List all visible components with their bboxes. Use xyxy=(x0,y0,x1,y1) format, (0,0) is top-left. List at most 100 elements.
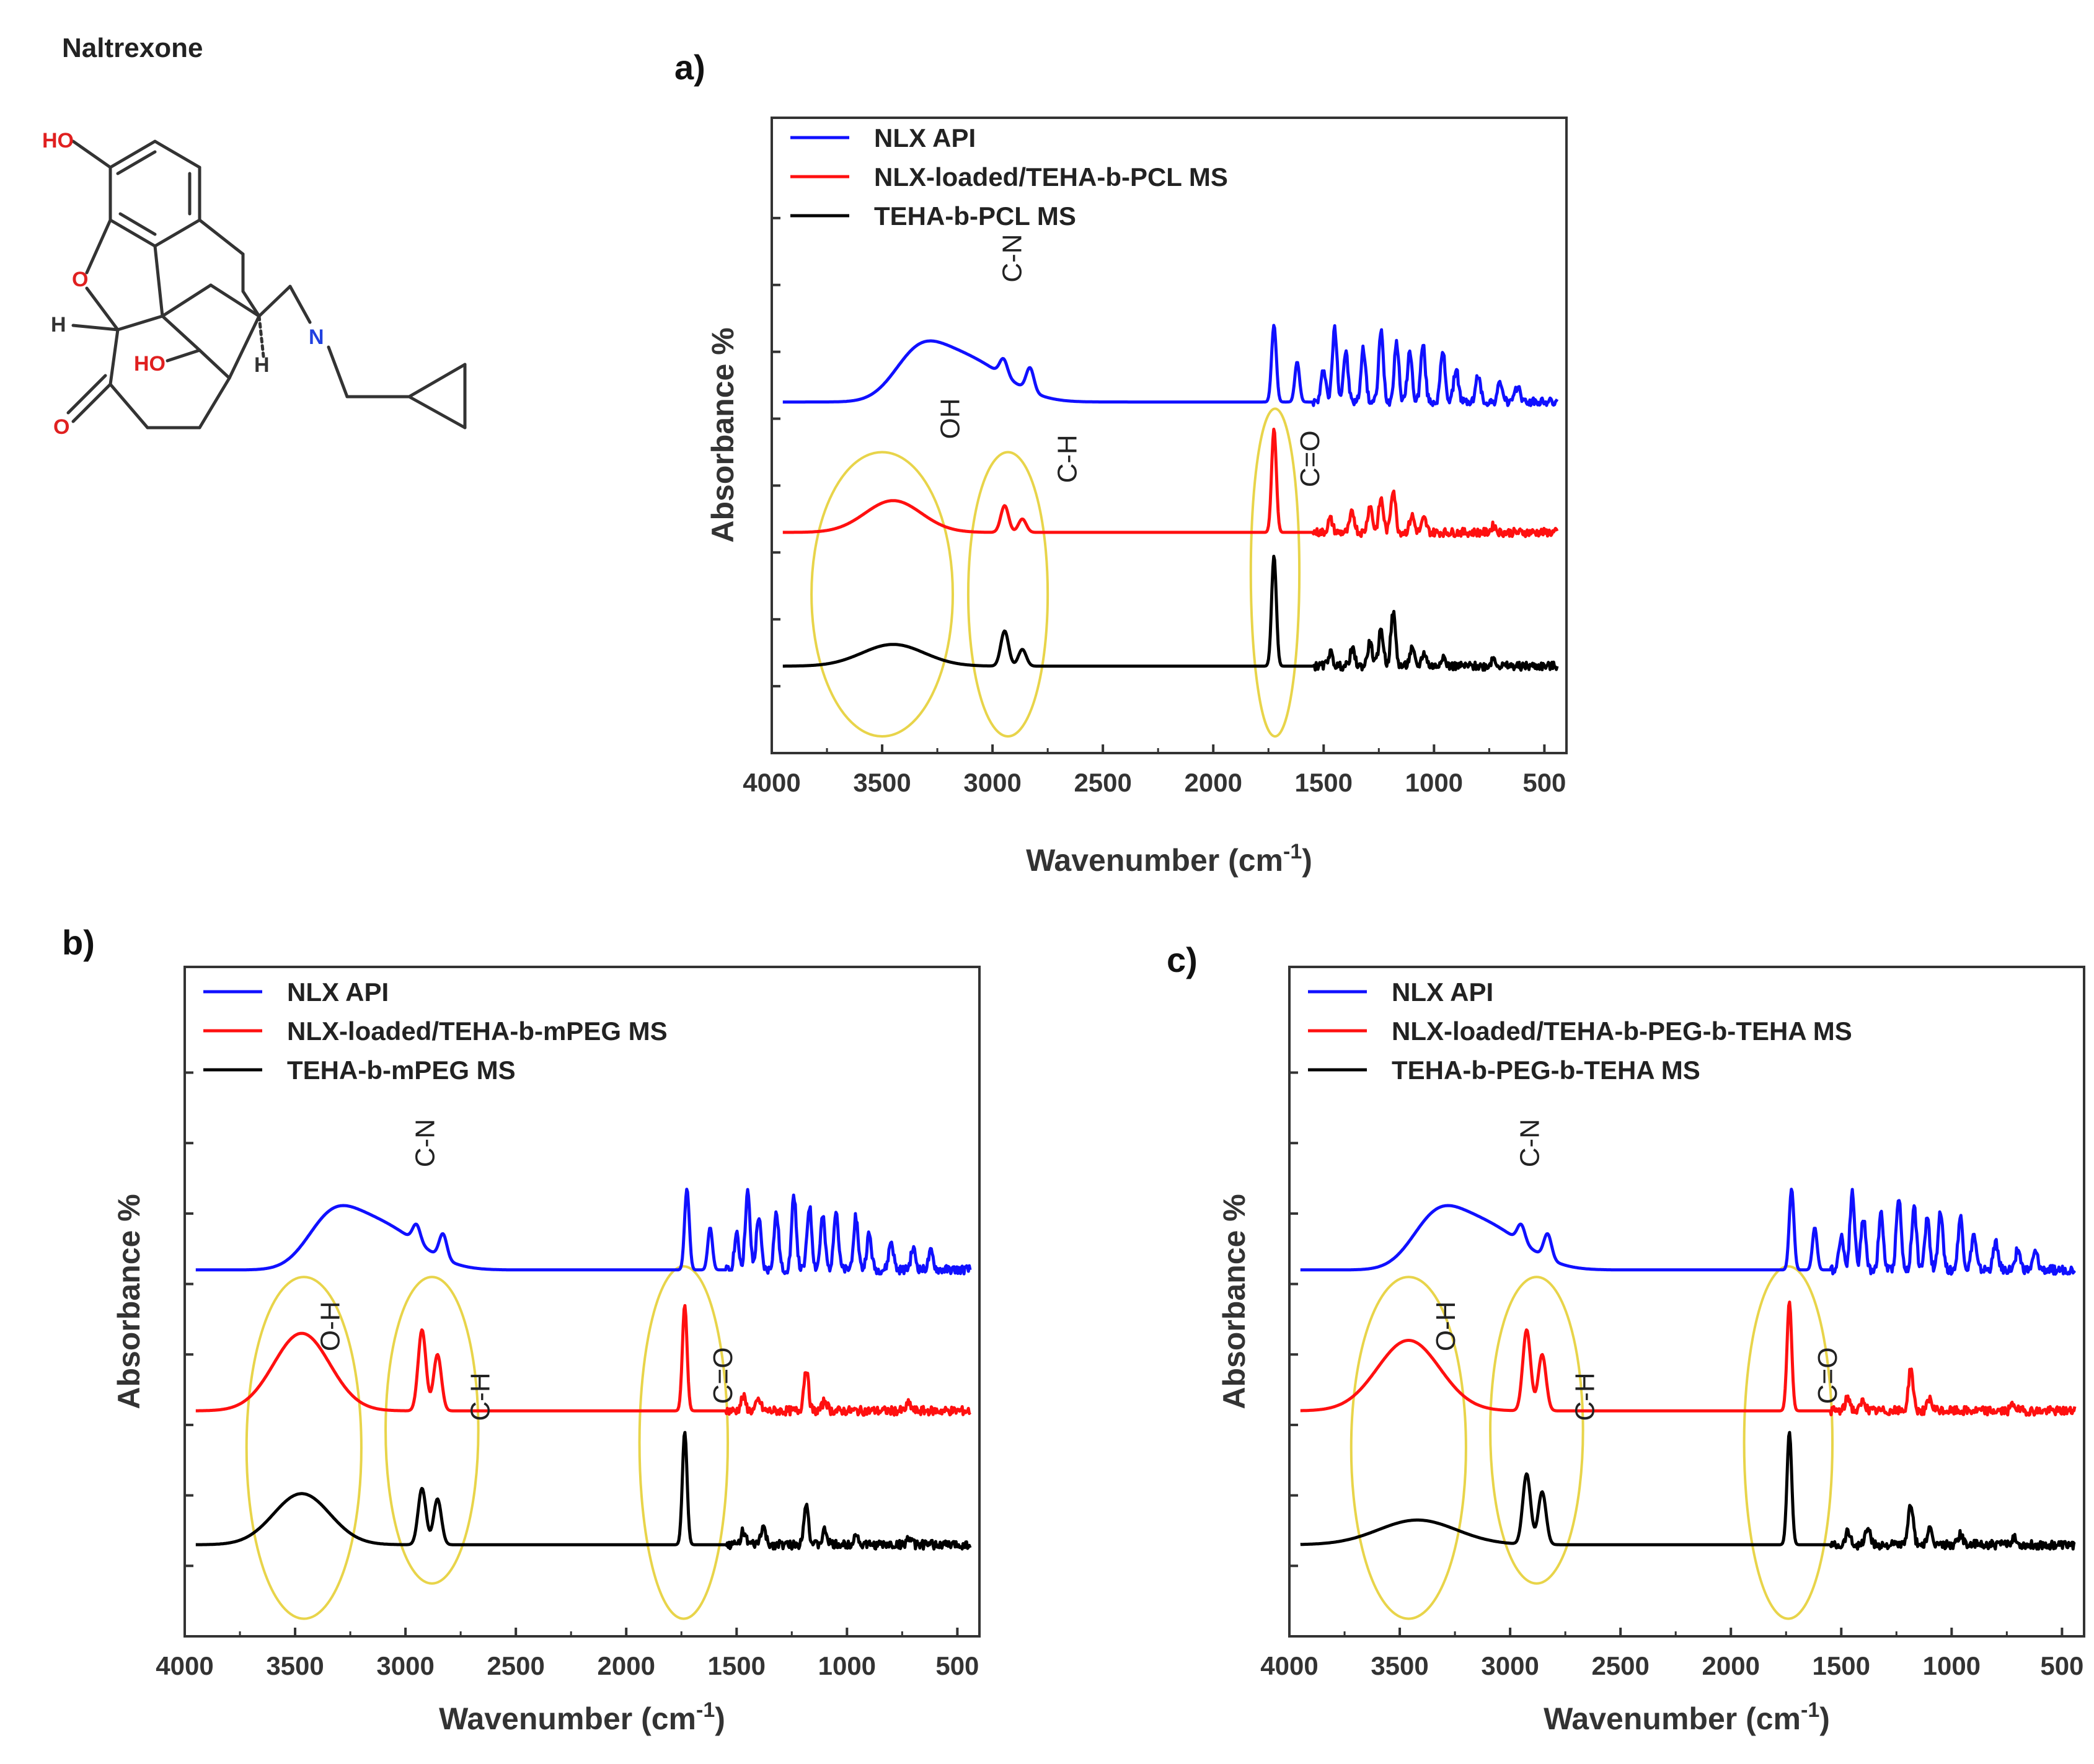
bond xyxy=(108,328,120,386)
x-tick-label: 2500 xyxy=(487,1651,544,1680)
series-lines-b xyxy=(195,1188,972,1551)
panel-label-c: c) xyxy=(1167,940,1198,979)
x-tick-label: 1000 xyxy=(1923,1651,1981,1680)
atom-n: N xyxy=(309,325,324,349)
legend-label: TEHA-b-PCL MS xyxy=(874,201,1076,231)
peak-annotation: C-H xyxy=(1570,1372,1600,1421)
x-axis-label-end-b: ) xyxy=(715,1701,725,1736)
molecule-title: Naltrexone xyxy=(62,33,203,63)
bond xyxy=(153,218,201,248)
x-tick-label: 1000 xyxy=(1405,768,1463,797)
x-tick-label: 3500 xyxy=(266,1651,324,1680)
x-axis-label-a: Wavenumber (cm-1) xyxy=(1026,840,1312,878)
annotations-c: O-H C-N C-H C=O xyxy=(1431,1119,1843,1421)
highlight-ellipse xyxy=(1249,407,1301,738)
legend-label: NLX API xyxy=(1392,977,1493,1007)
bond xyxy=(116,314,164,332)
legend-label: TEHA-b-mPEG MS xyxy=(287,1056,516,1085)
series-line xyxy=(195,1188,972,1276)
x-axis-label-text-c: Wavenumber (cm xyxy=(1544,1701,1801,1736)
molecule-bonds xyxy=(66,139,467,430)
bond xyxy=(241,289,261,318)
x-ticks-c: 4000 3500 3000 2500 2000 1500 1000 500 xyxy=(1260,1628,2083,1680)
x-tick-label: 1500 xyxy=(708,1651,766,1680)
x-tick-label: 1000 xyxy=(818,1651,876,1680)
bond xyxy=(71,139,112,169)
series-line xyxy=(195,1431,972,1551)
legend-a: NLX API NLX-loaded/TEHA-b-PCL MS TEHA-b-PC… xyxy=(790,123,1228,231)
bond xyxy=(166,348,201,363)
bond xyxy=(71,324,120,332)
bond xyxy=(108,139,157,169)
bond xyxy=(118,212,157,236)
plot-frame-a xyxy=(771,117,1568,754)
series-line xyxy=(1299,1188,2077,1276)
bond xyxy=(407,395,467,430)
series-lines-a xyxy=(782,324,1559,672)
bond xyxy=(116,150,157,175)
highlight-ellipse xyxy=(384,1276,480,1585)
legend-label: TEHA-b-PEG-b-TEHA MS xyxy=(1392,1056,1700,1085)
legend-label: NLX API xyxy=(874,123,976,152)
y-ticks-b xyxy=(185,1071,193,1568)
highlight-ellipse xyxy=(1743,1265,1834,1620)
peak-annotation: C=O xyxy=(1295,430,1325,487)
chart-panel-a: a) 4000 3500 3000 2500 2000 1500 1000 500 OH C-N… xyxy=(674,48,1568,878)
x-tick-label: 500 xyxy=(2040,1651,2083,1680)
series-line xyxy=(1299,1431,2076,1551)
x-axis-label-sup-a: -1 xyxy=(1283,840,1302,863)
y-axis-label-c: Absorbance % xyxy=(1217,1194,1252,1409)
annotations-b: O-H C-N C-H C=O xyxy=(315,1119,738,1421)
legend-b: NLX API NLX-loaded/TEHA-b-mPEG MS TEHA-b-m… xyxy=(203,977,668,1085)
atom-o-ether: O xyxy=(72,268,88,291)
plot-frame-c xyxy=(1288,966,2085,1638)
bond xyxy=(153,139,201,169)
bond xyxy=(198,376,231,430)
annotations-a: OH C-N C-H C=O xyxy=(935,234,1326,487)
x-axis-label-text-a: Wavenumber (cm xyxy=(1026,843,1283,878)
naltrexone-structure: Naltrexone xyxy=(42,33,467,439)
x-tick-label: 2000 xyxy=(1185,768,1242,797)
x-tick-label: 2500 xyxy=(1074,768,1131,797)
highlight-ellipse xyxy=(1350,1276,1467,1620)
bond xyxy=(257,284,292,318)
x-axis-label-text-b: Wavenumber (cm xyxy=(439,1701,696,1736)
series-line xyxy=(782,428,1559,539)
peak-annotation: C=O xyxy=(708,1347,738,1405)
x-tick-label: 3500 xyxy=(853,768,911,797)
highlight-ellipse xyxy=(810,451,955,738)
chart-panel-b: b) 4000 3500 3000 2500 2000 1500 1000 500 O-H C-… xyxy=(62,923,981,1736)
bond xyxy=(198,348,231,380)
peak-annotation: C-H xyxy=(465,1372,495,1421)
atom-ho-mid: HO xyxy=(134,352,166,376)
highlight-ellipse xyxy=(245,1276,363,1620)
x-tick-label: 4000 xyxy=(156,1651,213,1680)
peak-annotation: O-H xyxy=(315,1301,345,1351)
peak-annotation: C-N xyxy=(1514,1119,1545,1167)
series-line xyxy=(195,1303,971,1417)
x-axis-label-c: Wavenumber (cm-1) xyxy=(1544,1698,1830,1736)
y-axis-label-a: Absorbance % xyxy=(705,327,740,542)
atom-h-right: H xyxy=(254,353,270,377)
plot-frame-b xyxy=(183,966,981,1638)
ellipses-c xyxy=(1350,1265,1834,1620)
series-lines-c xyxy=(1299,1188,2077,1551)
peak-annotation: O-H xyxy=(1431,1301,1461,1351)
legend-c: NLX API NLX-loaded/TEHA-b-PEG-b-TEHA MS TE… xyxy=(1308,977,1852,1085)
peak-annotation: C=O xyxy=(1813,1347,1843,1405)
highlight-ellipse xyxy=(1489,1276,1584,1585)
bond xyxy=(85,218,112,275)
bond xyxy=(66,374,107,415)
x-axis-label-end-a: ) xyxy=(1302,843,1312,878)
y-ticks-a xyxy=(772,216,780,688)
x-tick-label: 4000 xyxy=(743,768,800,797)
x-tick-label: 3000 xyxy=(1481,1651,1539,1680)
x-ticks-b: 4000 3500 3000 2500 2000 1500 1000 500 xyxy=(156,1628,979,1680)
series-line xyxy=(1299,1300,2077,1417)
x-tick-label: 3000 xyxy=(376,1651,434,1680)
legend-label: NLX-loaded/TEHA-b-PCL MS xyxy=(874,162,1228,192)
bond xyxy=(288,284,312,324)
atom-ho-phenol: HO xyxy=(42,129,74,152)
x-tick-label: 2500 xyxy=(1591,1651,1649,1680)
